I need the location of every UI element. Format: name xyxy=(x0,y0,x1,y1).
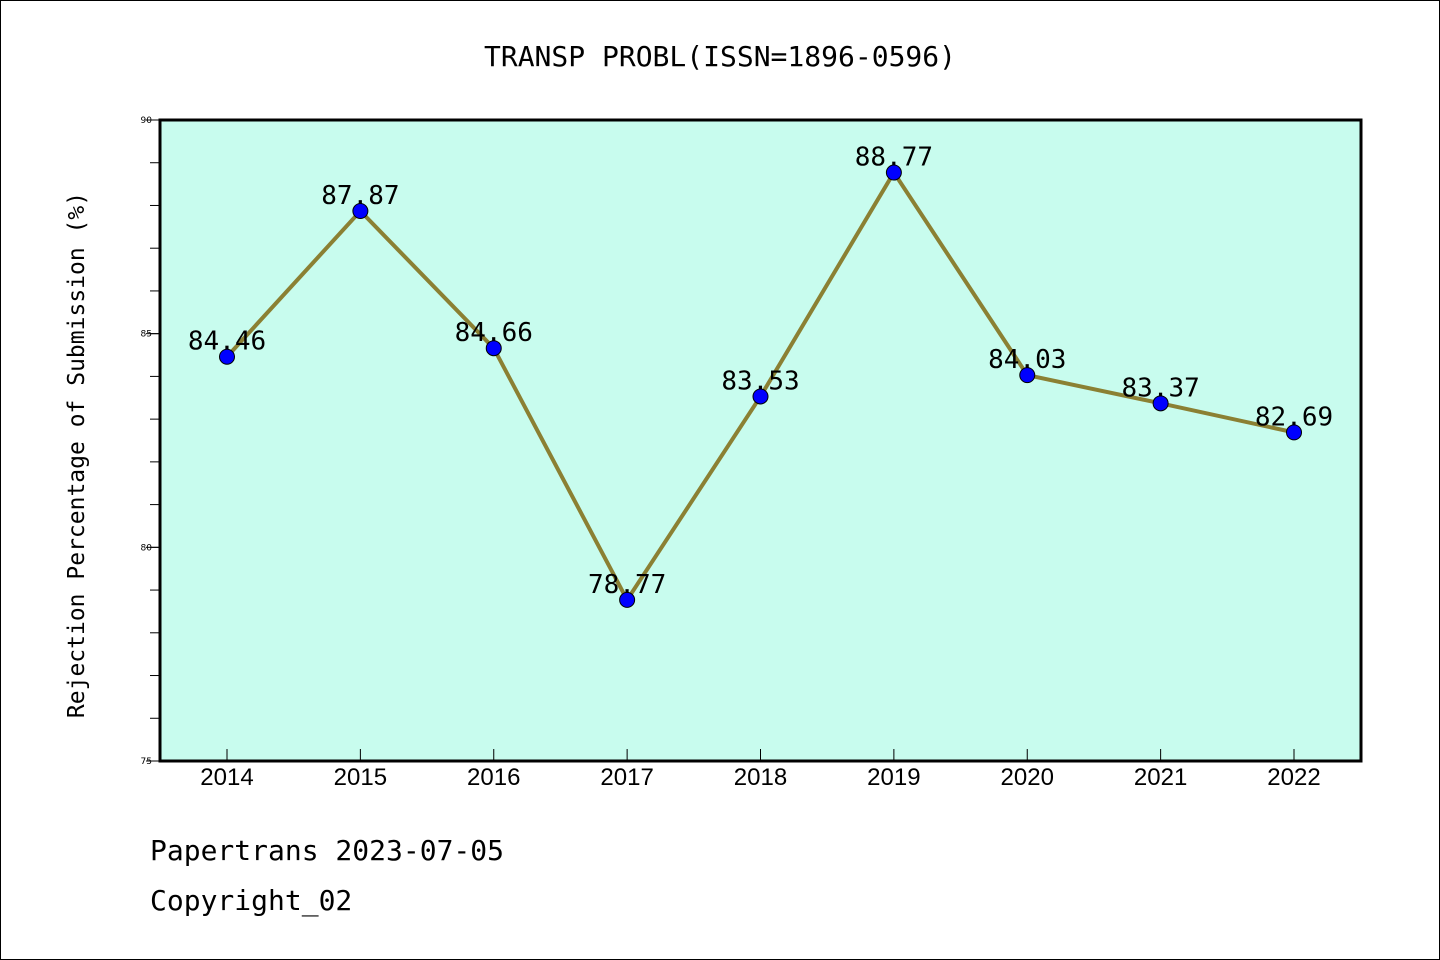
data-point xyxy=(352,203,369,220)
footer-copyright: Copyright_02 xyxy=(150,884,353,917)
footer-source: Papertrans 2023-07-05 xyxy=(150,834,505,867)
y-tick-label: 80 xyxy=(141,543,153,553)
data-point xyxy=(1152,395,1169,412)
x-axis-ticks: 2014 2015 2016 2017 2018 2019 2020 2021 2022 xyxy=(200,749,1321,791)
x-tick-label: 2015 xyxy=(334,764,387,791)
data-label: 83.37 xyxy=(1121,373,1199,403)
data-label: 84.66 xyxy=(455,318,533,348)
data-labels: 84.46 87.87 84.66 78.77 83.53 88.77 84.03 83.37… xyxy=(188,143,1333,600)
data-label: 78.77 xyxy=(588,570,666,600)
y-axis-label: Rejection Percentage of Submission (%) xyxy=(64,192,90,718)
data-label: 84.46 xyxy=(188,327,266,357)
data-point xyxy=(219,348,235,365)
data-point xyxy=(1286,424,1302,441)
data-label: 84.03 xyxy=(988,345,1066,375)
plot-border xyxy=(158,118,1363,763)
data-point xyxy=(619,591,636,608)
data-point xyxy=(1019,367,1036,384)
y-tick-label: 85 xyxy=(141,330,152,340)
x-tick-label: 2019 xyxy=(867,764,920,791)
data-point xyxy=(485,340,502,357)
y-axis-ticks: 75 80 85 90 xyxy=(141,116,160,767)
x-tick-label: 2022 xyxy=(1267,764,1320,791)
chart-title: TRANSP PROBL(ISSN=1896-0596) xyxy=(484,40,956,73)
data-label: 88.77 xyxy=(855,143,933,173)
y-tick-label: 75 xyxy=(141,757,152,767)
data-label: 83.53 xyxy=(721,366,799,396)
data-label: 82.69 xyxy=(1255,402,1333,432)
y-tick-label: 90 xyxy=(141,116,153,126)
data-label: 87.87 xyxy=(321,181,399,211)
x-tick-label: 2020 xyxy=(1001,764,1054,791)
x-tick-label: 2014 xyxy=(200,764,253,791)
data-point xyxy=(885,164,902,181)
x-tick-label: 2021 xyxy=(1134,764,1187,791)
data-point xyxy=(752,388,769,405)
x-tick-label: 2016 xyxy=(467,764,520,791)
x-tick-label: 2017 xyxy=(600,764,653,791)
x-tick-label: 2018 xyxy=(734,764,787,791)
series-markers xyxy=(219,164,1302,608)
plot-area xyxy=(160,120,1361,761)
